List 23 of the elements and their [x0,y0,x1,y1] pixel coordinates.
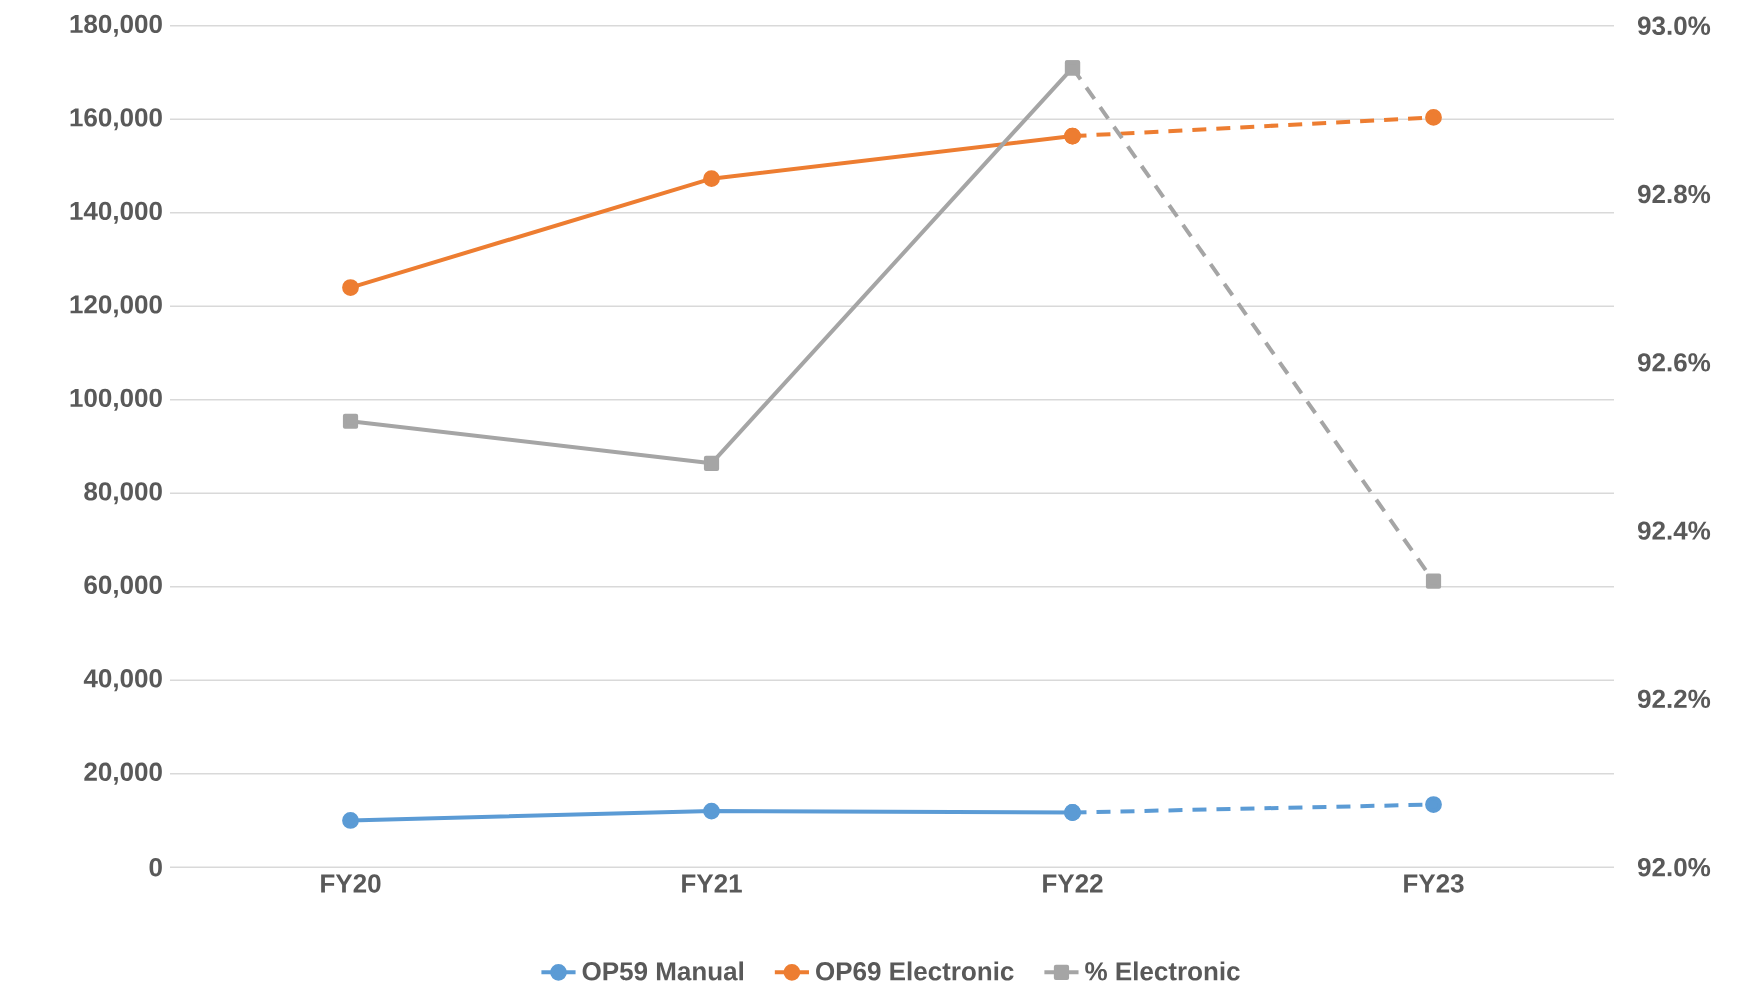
x-tick-label: FY23 [1404,874,1464,893]
y2-tick-label: 92.8% [1637,184,1711,204]
x-tick-label: FY20 [321,874,381,893]
y-tick-label: 180,000 [70,14,162,37]
y-tick-label: 40,000 [83,669,162,692]
y2-tick-label: 92.2% [1637,689,1711,709]
legend-label: OP69 Electronic [816,961,1014,981]
y-tick-label: 0 [149,857,162,877]
y-tick-label: 140,000 [70,201,162,224]
legend-label: OP59 Manual [582,961,743,981]
legend-label: % Electronic [1085,961,1240,981]
y2-tick-label: 92.4% [1637,521,1711,540]
x-tick-label: FY22 [1043,874,1103,893]
y2-tick-label: 92.0% [1637,857,1711,877]
y2-tick-label: 92.6% [1637,353,1711,372]
y2-tick-label: 93.0% [1637,16,1711,35]
y-tick-label: 20,000 [84,762,162,785]
y-tick-label: 100,000 [70,388,162,411]
y-tick-label: 80,000 [84,482,162,505]
x-tick-label: FY21 [682,874,742,893]
y-tick-label: 60,000 [84,575,162,598]
y-tick-label: 120,000 [70,295,162,318]
y-tick-label: 160,000 [70,108,162,131]
